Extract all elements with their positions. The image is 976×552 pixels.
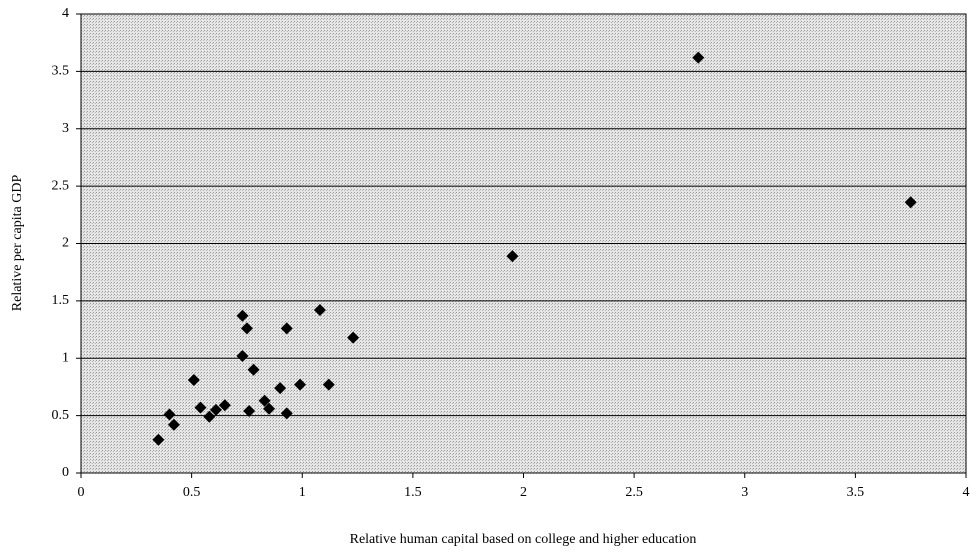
- point: [263, 402, 276, 415]
- y-axis-title: Relative per capita GDP: [10, 175, 25, 312]
- y-tick-label: 4: [62, 6, 69, 21]
- point: [294, 378, 307, 391]
- point: [209, 403, 222, 416]
- x-axis-title: Relative human capital based on college …: [350, 532, 697, 547]
- point: [904, 196, 917, 209]
- y-tick-label: 2.5: [52, 178, 70, 193]
- y-tick-label: 1.5: [52, 293, 70, 308]
- y-tick-label: 3.5: [52, 64, 70, 79]
- x-tick-label: 2.5: [625, 485, 643, 500]
- point: [194, 401, 207, 414]
- y-tick-label: 1: [62, 350, 69, 365]
- point: [506, 250, 519, 263]
- x-tick-label: 0.5: [183, 485, 201, 500]
- y-tick-label: 2: [62, 236, 69, 251]
- point: [322, 378, 335, 391]
- point: [313, 304, 326, 317]
- x-tick-label: 1.5: [404, 485, 422, 500]
- point: [692, 51, 705, 64]
- point: [280, 322, 293, 335]
- point: [240, 322, 253, 335]
- x-tick-label: 2: [520, 485, 527, 500]
- x-tick-label: 3: [741, 485, 748, 500]
- x-tick-label: 3.5: [847, 485, 865, 500]
- x-tick-label: 0: [78, 485, 85, 500]
- point: [218, 399, 231, 412]
- point: [236, 309, 249, 322]
- x-tick-label: 4: [963, 485, 970, 500]
- point: [274, 382, 287, 395]
- point: [163, 408, 176, 421]
- point: [236, 349, 249, 362]
- point: [243, 405, 256, 418]
- point: [152, 433, 165, 446]
- point: [258, 394, 271, 407]
- y-tick-label: 0.5: [52, 408, 70, 423]
- y-tick-label: 0: [62, 465, 69, 480]
- point: [347, 331, 360, 344]
- point: [203, 410, 216, 423]
- y-tick-label: 3: [62, 121, 69, 136]
- point: [247, 363, 260, 376]
- point: [167, 418, 180, 431]
- point: [280, 407, 293, 420]
- point: [187, 374, 200, 387]
- x-tick-label: 1: [299, 485, 306, 500]
